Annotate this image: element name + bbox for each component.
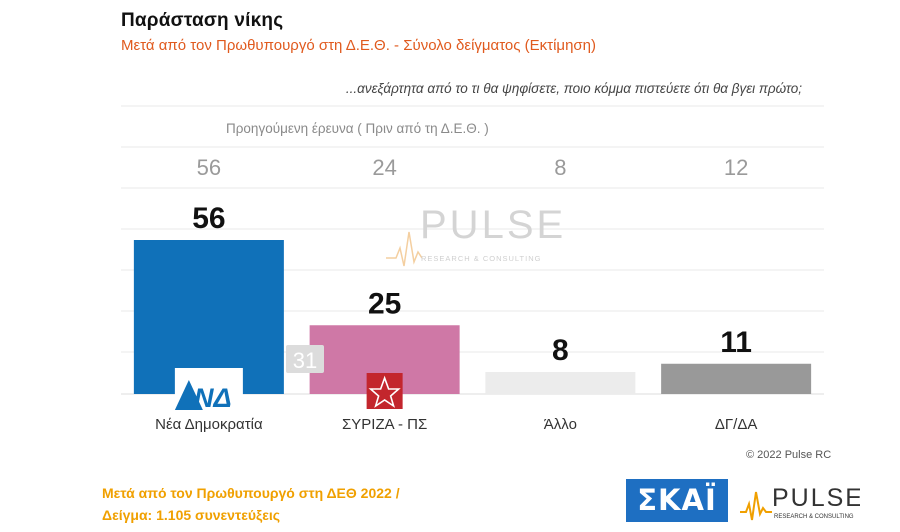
bar-value-label: 56 xyxy=(192,202,225,235)
watermark-brand: PULSE xyxy=(420,203,566,247)
previous-value-label: 24 xyxy=(372,155,396,180)
nd-logo-text: ΝΔ xyxy=(194,383,232,413)
annotation-box xyxy=(286,345,324,373)
pulse-logo-tagline: RESEARCH & CONSULTING xyxy=(774,514,854,520)
bar-value-label: 11 xyxy=(720,326,752,359)
chart-title: Παράσταση νίκης xyxy=(121,10,284,31)
bar-value-label: 8 xyxy=(552,334,569,367)
bar-value-label: 25 xyxy=(368,287,401,320)
watermark-tagline: RESEARCH & CONSULTING xyxy=(421,254,541,263)
chart-subtitle: Μετά από τον Πρωθυπουργό στη Δ.Ε.Θ. - Σύ… xyxy=(121,37,597,54)
skai-logo: ΣΚΑΪ xyxy=(626,479,728,522)
previous-value-label: 8 xyxy=(554,155,566,180)
nd-logo-triangle xyxy=(174,380,203,410)
pulse-logo-text: PULSE xyxy=(772,484,860,512)
survey-question: ...ανεξάρτητα από το τι θα ψηφίσετε, ποι… xyxy=(345,81,802,96)
pulse-logo: PULSE RESEARCH & CONSULTING xyxy=(740,484,860,521)
previous-survey-label: Προηγούμενη έρευνα ( Πριν από τη Δ.Ε.Θ. … xyxy=(226,121,489,136)
annotation-label: 31 xyxy=(293,348,317,373)
category-label: ΣΥΡΙΖΑ - ΠΣ xyxy=(342,416,427,433)
bar-4 xyxy=(661,363,812,394)
previous-value-label: 56 xyxy=(197,155,221,180)
category-label: ΔΓ/ΔΑ xyxy=(715,416,757,433)
bar-3 xyxy=(485,372,636,394)
footer-sample-size: Δείγμα: 1.105 συνεντεύξεις xyxy=(102,507,281,523)
category-label: Νέα Δημοκρατία xyxy=(155,416,263,433)
watermark-pulse-line xyxy=(386,231,423,267)
copyright-notice: © 2022 Pulse RC xyxy=(746,449,832,461)
star-icon xyxy=(368,375,401,408)
category-label: Άλλο xyxy=(544,416,577,433)
footer-line-1: Μετά από τον Πρωθυπουργό στη ΔΕΘ 2022 / xyxy=(102,485,400,501)
previous-value-label: 12 xyxy=(724,155,748,180)
